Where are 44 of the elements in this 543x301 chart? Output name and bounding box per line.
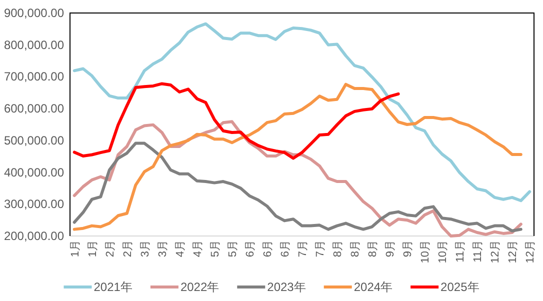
x-tick-label: 2月 (104, 240, 116, 258)
legend-label: 2021年 (94, 280, 132, 294)
x-tick-label: 9月 (402, 240, 414, 258)
legend-label: 2022年 (180, 280, 220, 294)
x-tick-label: 8月 (350, 240, 362, 258)
x-tick-label: 3月 (156, 240, 169, 258)
x-tick-label: 11月 (472, 240, 484, 262)
x-tick-label: 1月 (86, 240, 99, 258)
x-tick-label: 9月 (384, 240, 397, 258)
x-tick-label: 5月 (226, 240, 239, 258)
line-series (72, 82, 400, 160)
y-tick-label: 700,000.00 (4, 70, 64, 84)
x-tick-label: 4月 (174, 240, 186, 258)
line-series (72, 22, 532, 202)
x-tick-label: 10月 (420, 240, 432, 264)
x-tick-label: 4月 (192, 240, 204, 258)
x-tick-label: 10月 (437, 240, 450, 264)
x-tick-label: 7月 (314, 240, 327, 258)
y-tick-label: 200,000.00 (4, 229, 64, 243)
x-tick-label: 6月 (279, 240, 292, 258)
x-tick-label: 11月 (454, 240, 467, 262)
y-tick-label: 800,000.00 (4, 38, 64, 52)
x-tick-label: 8月 (332, 240, 344, 258)
x-tick-label: 12月 (524, 240, 537, 264)
line-series (72, 82, 522, 231)
y-tick-label: 500,000.00 (4, 133, 64, 148)
x-tick-label: 2月 (122, 240, 134, 258)
x-tick-label: 12月 (490, 240, 502, 264)
legend-label: 2023年 (267, 280, 306, 294)
y-tick-label: 900,000.00 (4, 6, 64, 20)
x-tick-label: 12月 (507, 240, 520, 264)
legend-label: 2025年 (440, 280, 480, 294)
y-tick-label: 600,000.00 (4, 102, 64, 116)
x-tick-label: 1月 (69, 240, 82, 258)
x-tick-label: 7月 (297, 240, 309, 258)
line-series (72, 142, 522, 232)
x-tick-label: 6月 (262, 240, 274, 258)
x-tick-label: 3月 (139, 240, 152, 258)
y-tick-label: 300,000.00 (4, 197, 64, 212)
x-tick-label: 5月 (209, 240, 222, 258)
y-tick-label: 400,000.00 (4, 165, 64, 180)
x-tick-label: 8月 (367, 240, 380, 258)
x-tick-label: 6月 (244, 240, 256, 258)
legend-label: 2024年 (354, 280, 393, 294)
